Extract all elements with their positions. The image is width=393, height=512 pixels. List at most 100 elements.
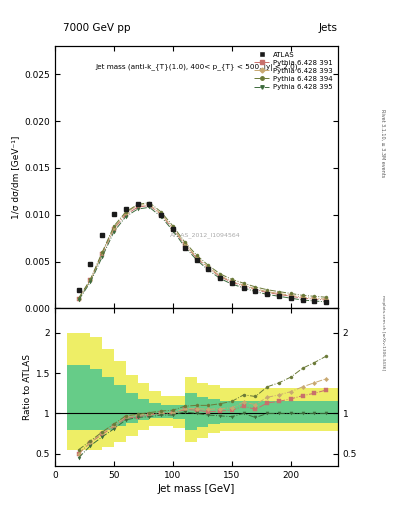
Text: Jet mass (anti-k_{T}(1.0), 400< p_{T} < 500, |y| < 2.0): Jet mass (anti-k_{T}(1.0), 400< p_{T} < … xyxy=(95,65,298,72)
Pythia 6.428 393 xyxy=(206,264,211,270)
Pythia 6.428 391 xyxy=(324,297,329,303)
Pythia 6.428 393 xyxy=(324,296,329,302)
Pythia 6.428 394 xyxy=(206,262,211,268)
Legend: ATLAS, Pythia 6.428 391, Pythia 6.428 393, Pythia 6.428 394, Pythia 6.428 395: ATLAS, Pythia 6.428 391, Pythia 6.428 39… xyxy=(252,50,334,92)
Pythia 6.428 393 xyxy=(288,292,293,298)
Pythia 6.428 395 xyxy=(241,285,246,291)
Pythia 6.428 395 xyxy=(171,228,175,234)
ATLAS xyxy=(88,261,93,267)
Pythia 6.428 394 xyxy=(76,295,81,301)
ATLAS xyxy=(147,200,152,206)
Pythia 6.428 391 xyxy=(206,265,211,271)
ATLAS xyxy=(159,211,163,218)
Pythia 6.428 391 xyxy=(194,255,199,261)
Y-axis label: Ratio to ATLAS: Ratio to ATLAS xyxy=(23,354,31,420)
Y-axis label: 1/σ dσ/dm [GeV⁻¹]: 1/σ dσ/dm [GeV⁻¹] xyxy=(11,136,20,219)
Pythia 6.428 394 xyxy=(300,292,305,298)
Pythia 6.428 391 xyxy=(288,293,293,300)
Text: ATLAS_2012_I1094564: ATLAS_2012_I1094564 xyxy=(170,232,241,238)
Pythia 6.428 391 xyxy=(218,273,222,280)
Pythia 6.428 393 xyxy=(135,202,140,208)
Pythia 6.428 394 xyxy=(218,271,222,277)
Pythia 6.428 391 xyxy=(300,295,305,301)
Pythia 6.428 394 xyxy=(159,209,163,215)
ATLAS xyxy=(288,295,293,301)
Pythia 6.428 394 xyxy=(123,209,128,215)
ATLAS xyxy=(76,287,81,293)
Pythia 6.428 394 xyxy=(88,276,93,283)
Pythia 6.428 391 xyxy=(76,296,81,302)
ATLAS xyxy=(100,232,105,239)
Pythia 6.428 394 xyxy=(112,223,116,229)
Pythia 6.428 395 xyxy=(300,297,305,303)
Pythia 6.428 393 xyxy=(265,289,270,295)
Pythia 6.428 391 xyxy=(265,289,270,295)
Pythia 6.428 395 xyxy=(206,267,211,273)
Pythia 6.428 394 xyxy=(135,201,140,207)
Pythia 6.428 393 xyxy=(182,241,187,247)
ATLAS xyxy=(194,257,199,263)
Pythia 6.428 393 xyxy=(147,201,152,207)
Pythia 6.428 395 xyxy=(123,214,128,220)
Pythia 6.428 395 xyxy=(147,204,152,210)
Pythia 6.428 395 xyxy=(265,291,270,297)
Pythia 6.428 395 xyxy=(88,279,93,285)
Line: Pythia 6.428 395: Pythia 6.428 395 xyxy=(77,206,328,304)
Pythia 6.428 394 xyxy=(230,276,234,283)
ATLAS xyxy=(171,226,175,232)
Pythia 6.428 391 xyxy=(147,202,152,208)
ATLAS xyxy=(253,288,258,294)
Text: mcplots.cern.ch [arXiv:1306.3436]: mcplots.cern.ch [arXiv:1306.3436] xyxy=(381,295,385,370)
Line: Pythia 6.428 394: Pythia 6.428 394 xyxy=(77,201,328,300)
Pythia 6.428 391 xyxy=(123,211,128,218)
Pythia 6.428 395 xyxy=(312,298,317,304)
X-axis label: Jet mass [GeV]: Jet mass [GeV] xyxy=(158,484,235,494)
Pythia 6.428 393 xyxy=(312,295,317,301)
ATLAS xyxy=(230,280,234,286)
Line: ATLAS: ATLAS xyxy=(76,201,329,304)
Pythia 6.428 393 xyxy=(123,210,128,216)
Pythia 6.428 391 xyxy=(100,251,105,257)
Pythia 6.428 393 xyxy=(300,294,305,301)
Pythia 6.428 393 xyxy=(100,250,105,257)
ATLAS xyxy=(277,293,281,300)
Pythia 6.428 393 xyxy=(171,225,175,231)
Pythia 6.428 395 xyxy=(277,293,281,300)
Pythia 6.428 393 xyxy=(159,211,163,217)
Pythia 6.428 394 xyxy=(147,200,152,206)
Pythia 6.428 391 xyxy=(112,226,116,232)
Pythia 6.428 395 xyxy=(76,297,81,303)
Pythia 6.428 394 xyxy=(253,284,258,290)
Pythia 6.428 395 xyxy=(135,206,140,212)
Pythia 6.428 391 xyxy=(253,287,258,293)
ATLAS xyxy=(123,206,128,212)
ATLAS xyxy=(312,298,317,304)
Text: Rivet 3.1.10, ≥ 3.3M events: Rivet 3.1.10, ≥ 3.3M events xyxy=(381,109,386,178)
Pythia 6.428 391 xyxy=(171,226,175,232)
ATLAS xyxy=(265,291,270,297)
Pythia 6.428 391 xyxy=(312,296,317,302)
Pythia 6.428 391 xyxy=(241,283,246,289)
Pythia 6.428 394 xyxy=(312,293,317,300)
Pythia 6.428 391 xyxy=(88,278,93,284)
Pythia 6.428 395 xyxy=(182,244,187,250)
Pythia 6.428 391 xyxy=(159,211,163,218)
ATLAS xyxy=(112,211,116,217)
ATLAS xyxy=(324,299,329,305)
Pythia 6.428 393 xyxy=(230,278,234,284)
Pythia 6.428 394 xyxy=(182,239,187,245)
Pythia 6.428 395 xyxy=(194,257,199,263)
Pythia 6.428 393 xyxy=(194,254,199,260)
Pythia 6.428 393 xyxy=(112,225,116,231)
Pythia 6.428 393 xyxy=(218,272,222,279)
Pythia 6.428 394 xyxy=(324,294,329,301)
Pythia 6.428 395 xyxy=(288,295,293,301)
ATLAS xyxy=(206,266,211,272)
Pythia 6.428 394 xyxy=(265,287,270,293)
Pythia 6.428 391 xyxy=(135,204,140,210)
Pythia 6.428 395 xyxy=(112,228,116,234)
Pythia 6.428 394 xyxy=(100,249,105,255)
Pythia 6.428 393 xyxy=(88,278,93,284)
Pythia 6.428 394 xyxy=(171,223,175,229)
Pythia 6.428 391 xyxy=(277,291,281,297)
